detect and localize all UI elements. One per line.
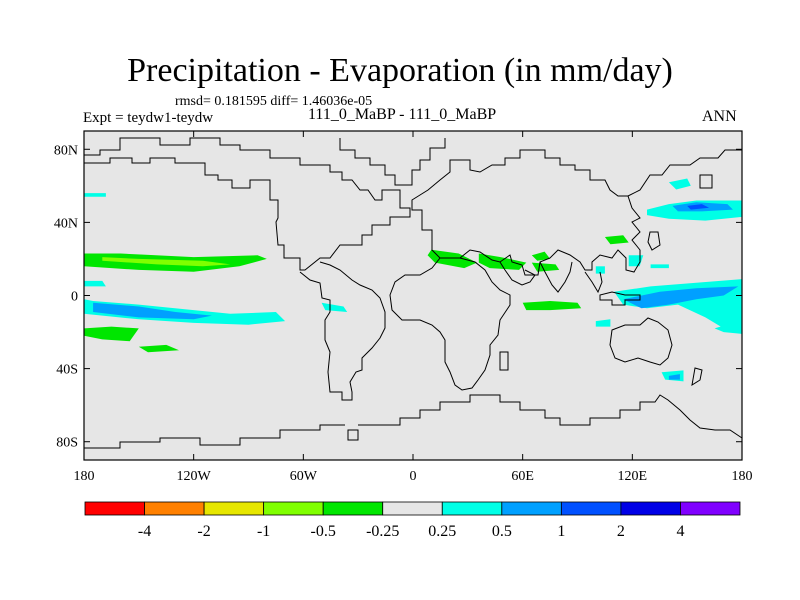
colorbar: -4 -2 -1 -0.5 -0.25 0.25 0.5 1 2 4 [84,501,741,540]
colorbar-label: 4 [676,523,684,540]
colorbar-label: 0.5 [492,523,512,540]
y-tick-label: 80S [56,436,78,451]
coastline-japan [647,231,661,251]
coastline-eurasia-africa [411,149,641,276]
coastline-india [539,261,573,293]
colorbar-label: -1 [257,523,270,540]
stats-label: rmsd= 0.181595 diff= 1.46036e-05 [175,94,373,109]
colorbar-label: -0.25 [366,523,399,540]
season-label: ANN [702,108,737,125]
anomaly-layer [84,178,742,382]
anomaly-n-africa-drying-1 [427,249,477,269]
x-tick-label: 0 [410,469,417,484]
anomaly-wpac-wet-south [714,317,742,334]
colorbar-swatch [620,501,681,516]
x-tick-label: 120E [618,469,648,484]
y-axis: 80N 40N 0 40S 80S [54,143,742,451]
coastline-north-america [84,137,411,271]
colorbar-label: -2 [197,523,210,540]
anomaly-e-asia-drying [604,235,629,245]
y-tick-label: 0 [71,290,78,305]
coastline-australia [609,317,673,366]
x-tick-label: 60W [290,469,318,484]
colorbar-swatch [84,501,145,516]
coastline-layer [84,137,743,449]
plot-title: Precipitation - Evaporation (in mm/day) [127,52,673,89]
anomaly-trop-pacific-wet [84,299,286,325]
anomaly-n-pacific-wet-strip [84,280,106,287]
colorbar-swatch [203,501,265,516]
colorbar-label: -0.5 [311,523,336,540]
colorbar-swatch [382,501,443,516]
colorbar-swatch [441,501,503,516]
anomaly-indian-ocean-wet-small [595,319,611,327]
colorbar-swatch [680,501,741,516]
anomaly-wpac-core [623,286,739,309]
coastline-antarctic-peninsula [347,429,359,441]
anomaly-sh-tropics-wet [650,264,669,269]
case-label: 111_0_MaBP - 111_0_MaBP [308,106,497,123]
anomaly-s-pacific-core-small [668,374,680,380]
colorbar-swatch [144,501,205,516]
anomaly-n-africa-drying-2 [478,253,527,270]
coastline-greenland [339,138,446,186]
x-tick-label: 120W [177,469,212,484]
coastline-madagascar [499,351,509,371]
anomaly-atlantic-wet [321,302,348,312]
colorbar-label: -4 [138,523,151,540]
x-tick-label: 180 [74,469,95,484]
coastline-africa [389,257,511,391]
anomaly-n-atlantic-wet [84,193,106,197]
anomaly-n-pacific-core [102,257,231,267]
colorbar-swatch [263,501,324,516]
anomaly-sw-pacific-small [138,344,179,353]
anomaly-nw-pacific-deep [687,204,710,210]
colorbar-label: 2 [617,523,625,540]
x-tick-label: 180 [732,469,753,484]
y-tick-label: 40N [54,216,78,231]
colorbar-swatch [322,501,384,516]
colorbar-label: 1 [557,523,565,540]
anomaly-arctic-wet [668,178,691,190]
anomaly-trop-pacific-core [93,302,212,320]
colorbar-label: 0.25 [428,523,456,540]
anomaly-s-pacific-drying [84,326,139,342]
coastline-se-asia [584,271,641,306]
anomaly-indian-ocean-drying [522,301,582,311]
x-axis: 180 120W 60W 0 60E 120E 180 [74,131,753,484]
experiment-label: Expt = teydw1-teydw [83,110,214,126]
y-tick-label: 40S [56,363,78,378]
anomaly-c-asia-wet-small [595,266,605,274]
coastline-siberia [627,149,742,197]
coastline-south-america [299,261,386,401]
colorbar-swatch [560,501,622,516]
coastline-arabia [499,261,536,286]
coastline-antarctica [84,394,743,449]
colorbar-swatch [501,501,562,516]
x-tick-label: 60E [511,469,534,484]
coastline-new-zealand [691,367,703,387]
y-tick-label: 80N [54,143,78,158]
anomaly-mideast-drying [531,251,551,261]
